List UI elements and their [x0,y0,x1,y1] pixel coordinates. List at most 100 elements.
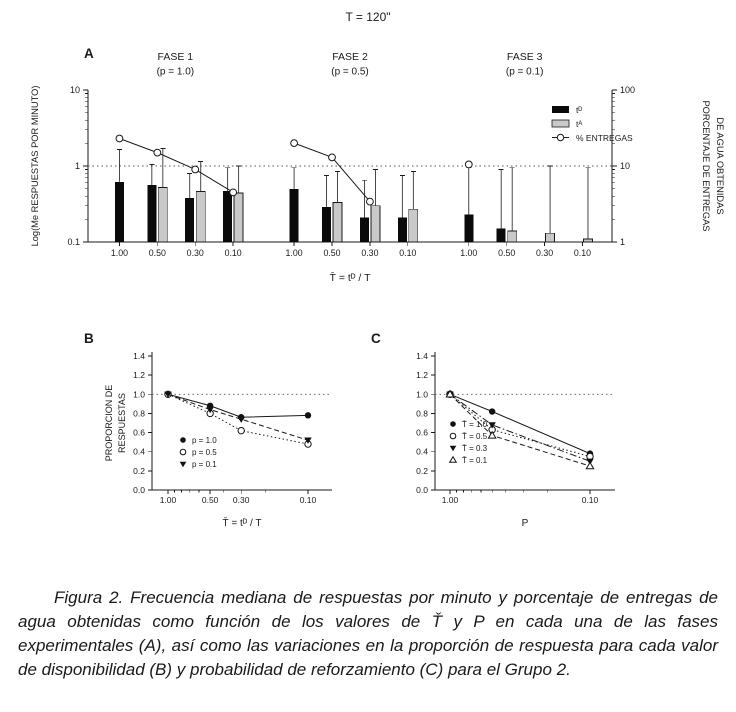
pct-marker-icon [464,160,473,169]
bar-ta [233,192,244,243]
a-xtick: 0.10 [225,248,242,258]
pct-line [119,138,234,193]
bar-ta [583,238,593,243]
a-ytick-right: 1 [620,237,625,247]
C-ytick: 0.0 [416,485,428,495]
a-legend-label-td: tᴰ [576,105,582,115]
B-ytick: 0.4 [133,447,145,457]
marker-triangle-down-icon [449,445,457,452]
marker-triangle-down-icon [237,416,245,423]
pct-marker-icon [366,197,374,206]
bar-ta [507,230,518,243]
C-ytick: 1.0 [416,389,428,399]
C-ytick: 0.2 [416,466,428,476]
marker-triangle-down-icon [206,406,214,414]
a-ytick-left: 10 [70,85,80,95]
pct-marker-icon [290,139,299,148]
bar-td [496,228,506,242]
marker-circle-filled-icon [450,421,456,427]
a-xtick: 0.30 [536,248,553,258]
a-ytick-left: 1 [75,161,80,171]
a-ylabel-left: Log(Me RESPUESTAS POR MINUTO) [30,86,40,247]
B-legend-label: p = 0.5 [192,448,217,457]
bar-td [147,185,157,242]
marker-circle-open-icon [237,426,245,435]
a-ytick-right: 10 [620,161,630,171]
a-ylabel-right-1: PORCENTAJE DE ENTREGAS [701,100,711,231]
a-legend-swatch-td [552,106,569,113]
bar-ta [370,205,381,243]
B-ylabel: RESPUESTAS [117,393,127,453]
marker-triangle-up-icon [487,430,497,439]
bar-ta [332,202,343,243]
a-legend-label-ta: tᴬ [576,119,582,129]
marker-triangle-up-icon [585,461,595,470]
bar-td [397,217,407,242]
B-ytick: 0.8 [133,408,145,418]
bar-ta [408,208,419,243]
marker-triangle-down-icon [488,422,496,429]
C-ytick: 0.4 [416,447,428,457]
series-line [167,393,309,445]
bar-ta [195,191,206,243]
marker-circle-open-icon [449,432,457,440]
bar-td [464,214,474,242]
bar-td [223,190,233,242]
marker-circle-filled-icon [180,437,186,443]
C-xlabel: P [522,518,529,529]
bar-td [114,181,124,242]
marker-triangle-up-icon [445,389,455,398]
pct-marker-icon [115,134,124,143]
marker-triangle-down-icon [179,461,187,468]
a-legend-swatch-ta [551,119,570,128]
phase-title: FASE 2 [332,51,368,63]
phase-title: FASE 1 [158,51,194,63]
B-ytick: 1.0 [133,389,145,399]
marker-circle-filled-icon [304,412,312,419]
marker-circle-filled-icon [488,408,496,415]
a-legend-swatch-pct-icon [556,133,565,142]
marker-triangle-down-icon [164,391,172,398]
a-xtick: 0.10 [574,248,591,258]
B-xtick: 0.30 [233,495,250,505]
B-ytick: 0.2 [133,466,145,476]
C-ytick: 0.8 [416,408,428,418]
B-legend-label: p = 1.0 [192,436,217,445]
bar-td [289,188,299,242]
C-ytick: 1.4 [416,351,428,361]
series-line [449,393,591,462]
B-xtick: 0.50 [202,495,219,505]
pct-marker-icon [153,148,162,157]
B-legend-label: p = 0.1 [192,460,217,469]
C-legend-label: T̄ = 0.1 [462,456,488,465]
C-ytick: 0.6 [416,428,428,438]
C-ytick: 1.2 [416,370,428,380]
a-xtick: 0.10 [399,248,416,258]
marker-triangle-up-icon [448,455,458,463]
a-ylabel-right-2: DE AGUA OBTENIDAS [715,117,725,214]
a-xtick: 1.00 [460,248,477,258]
a-xtick: 0.30 [187,248,204,258]
series-line [167,393,309,418]
a-xtick: 0.50 [323,248,340,258]
C-xtick: 1.00 [442,495,459,505]
series-line [167,393,309,441]
panel-a-label: A [84,46,94,61]
phase-subtitle: (p = 0.1) [506,67,544,78]
bar-td [322,206,332,242]
marker-triangle-down-icon [304,437,312,444]
bar-td [359,217,369,242]
B-ytick: 0.0 [133,485,145,495]
B-ytick: 0.6 [133,428,145,438]
panel-c-label: C [371,331,381,346]
a-xtick: 0.30 [361,248,378,258]
C-legend-label: T̄ = 0.3 [462,444,488,453]
a-xtick: 0.50 [149,248,166,258]
C-xtick: 0.10 [582,495,599,505]
figure-caption: Figura 2. Frecuencia mediana de respuest… [18,588,718,680]
pct-marker-icon [191,165,200,174]
B-xlabel: T̄ = tᴰ / T [222,516,261,529]
C-legend-label: T̄ = 1.0 [462,420,488,429]
a-ytick-right: 100 [620,85,635,95]
